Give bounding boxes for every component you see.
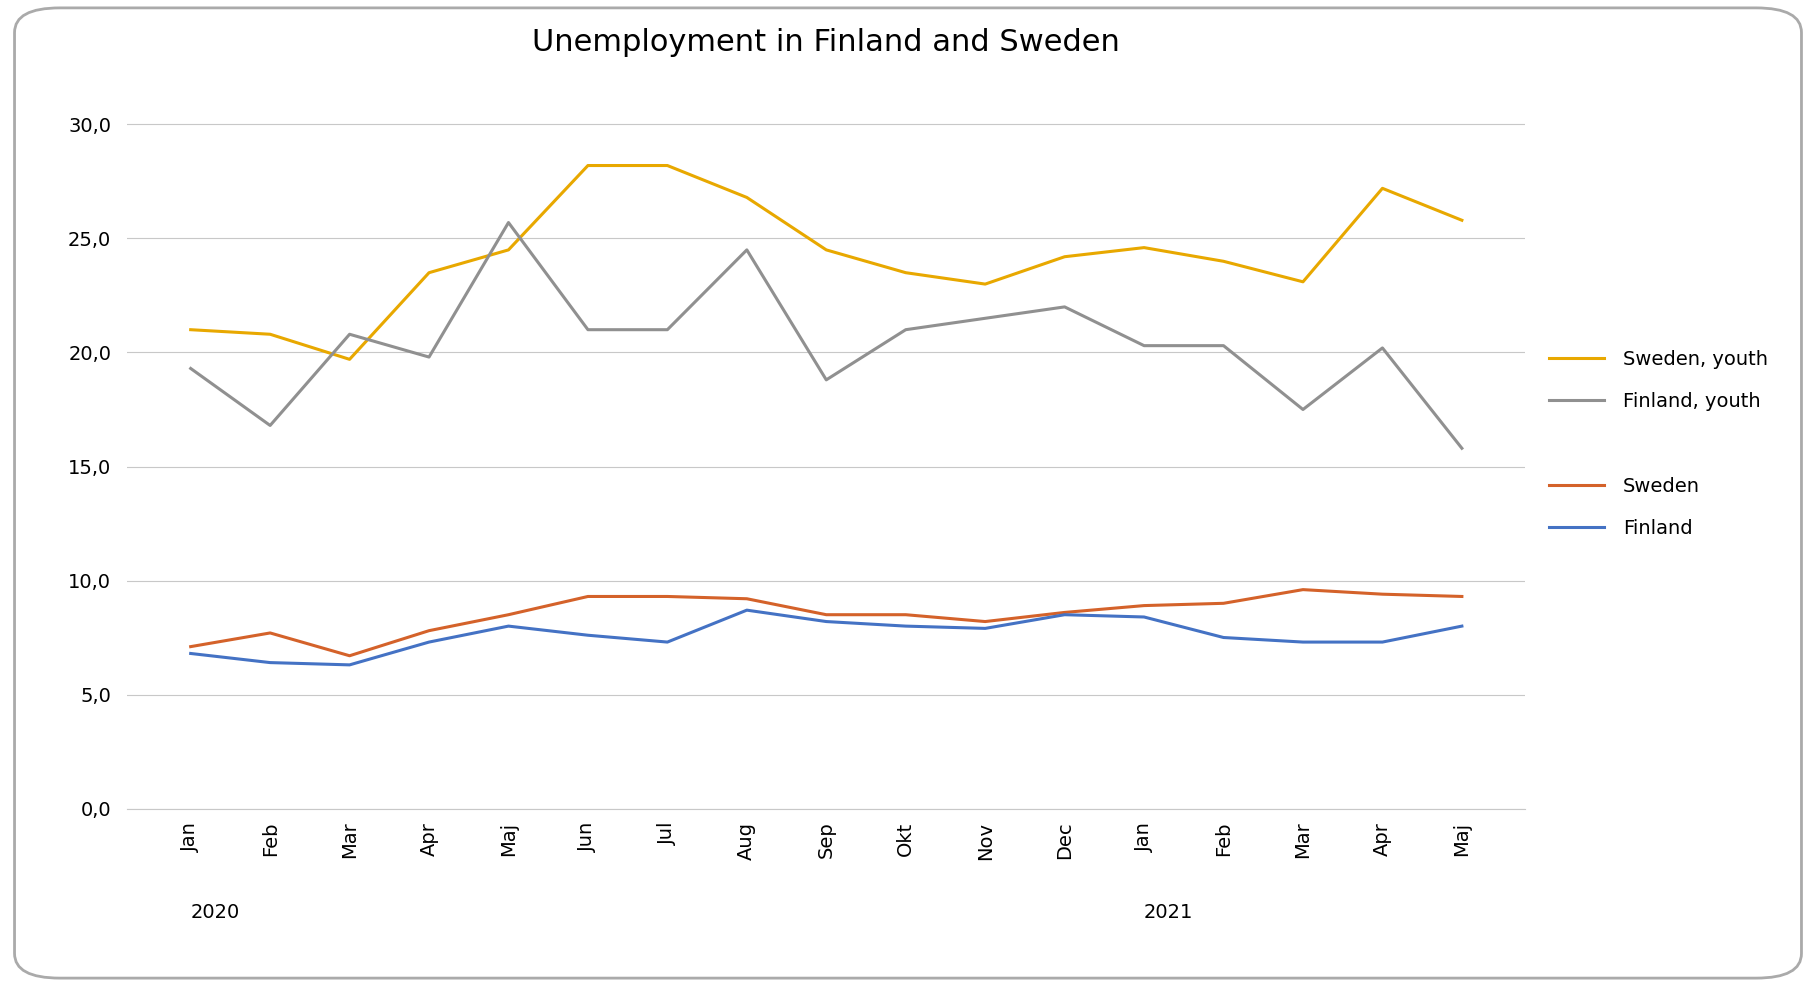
Legend: Sweden, youth, Finland, youth, , Sweden, Finland: Sweden, youth, Finland, youth, , Sweden,… — [1549, 349, 1769, 538]
Finland — [338, 659, 360, 670]
Sweden, youth — [1291, 276, 1313, 288]
Sweden — [735, 593, 757, 604]
Sweden, youth — [973, 278, 995, 290]
Sweden, youth — [895, 267, 917, 279]
Finland, youth — [1213, 340, 1235, 352]
Sweden — [1371, 589, 1393, 600]
Sweden, youth — [815, 244, 837, 255]
Finland, youth — [418, 351, 439, 363]
Sweden — [1133, 599, 1155, 611]
Finland, youth — [338, 328, 360, 340]
Finland — [1133, 611, 1155, 623]
Finland, youth — [1053, 301, 1075, 313]
Finland — [815, 615, 837, 627]
Finland, youth — [577, 323, 599, 335]
Finland — [498, 620, 519, 632]
Sweden — [418, 625, 439, 637]
Sweden, youth — [338, 353, 360, 365]
Finland — [895, 620, 917, 632]
Finland, youth — [1291, 403, 1313, 415]
Finland, youth — [1371, 342, 1393, 354]
Finland — [735, 604, 757, 616]
Sweden, youth — [418, 267, 439, 279]
Finland, youth — [1451, 443, 1473, 455]
Finland — [418, 636, 439, 648]
Sweden — [973, 615, 995, 627]
Finland, youth — [735, 244, 757, 255]
Finland, youth — [657, 323, 679, 335]
Finland — [1451, 620, 1473, 632]
Sweden — [180, 641, 202, 653]
Finland — [1371, 636, 1393, 648]
Line: Sweden, youth: Sweden, youth — [191, 166, 1462, 359]
Sweden — [498, 608, 519, 620]
Finland — [577, 629, 599, 641]
Sweden, youth — [1371, 182, 1393, 194]
Finland, youth — [815, 374, 837, 386]
Line: Finland: Finland — [191, 610, 1462, 665]
Finland — [180, 648, 202, 660]
Text: 2021: 2021 — [1144, 903, 1193, 922]
Sweden — [815, 608, 837, 620]
Finland — [973, 622, 995, 634]
Sweden — [260, 627, 281, 639]
Finland — [1053, 608, 1075, 620]
Finland — [1213, 632, 1235, 644]
Sweden — [1291, 584, 1313, 596]
Finland, youth — [895, 323, 917, 335]
Finland, youth — [973, 313, 995, 324]
Sweden, youth — [577, 160, 599, 172]
Sweden — [1451, 591, 1473, 602]
Line: Finland, youth: Finland, youth — [191, 223, 1462, 449]
Text: 2020: 2020 — [191, 903, 240, 922]
Sweden, youth — [1053, 250, 1075, 262]
Sweden — [1213, 598, 1235, 609]
Finland, youth — [180, 363, 202, 375]
Finland, youth — [498, 217, 519, 229]
Sweden — [1053, 606, 1075, 618]
Finland, youth — [1133, 340, 1155, 352]
Finland — [1291, 636, 1313, 648]
Finland — [260, 657, 281, 669]
Sweden — [895, 608, 917, 620]
Line: Sweden: Sweden — [191, 590, 1462, 656]
Sweden, youth — [1133, 242, 1155, 253]
Sweden — [657, 591, 679, 602]
Sweden, youth — [1451, 214, 1473, 226]
Sweden — [338, 650, 360, 662]
Sweden, youth — [657, 160, 679, 172]
Finland, youth — [260, 420, 281, 432]
Sweden, youth — [735, 191, 757, 203]
Sweden, youth — [180, 323, 202, 335]
Title: Unemployment in Finland and Sweden: Unemployment in Finland and Sweden — [532, 29, 1120, 57]
Sweden — [577, 591, 599, 602]
Sweden, youth — [260, 328, 281, 340]
Finland — [657, 636, 679, 648]
Sweden, youth — [1213, 255, 1235, 267]
Sweden, youth — [498, 244, 519, 255]
